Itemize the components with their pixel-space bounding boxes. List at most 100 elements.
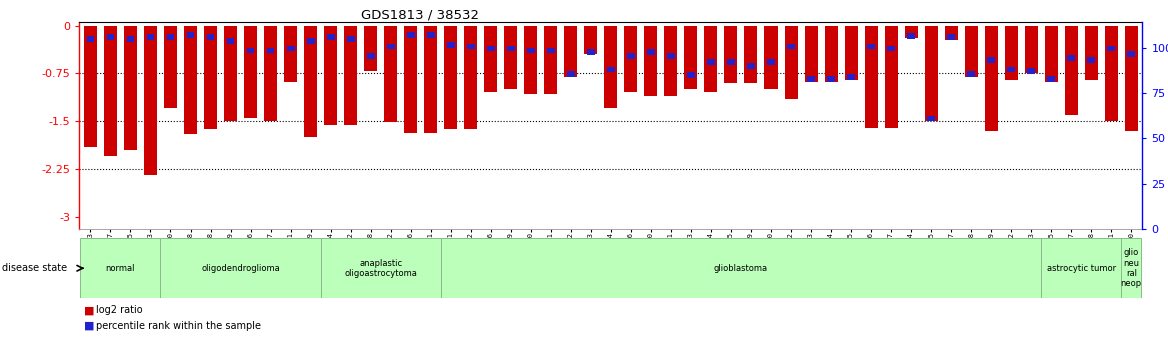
Text: ■: ■ [84, 305, 95, 315]
Bar [726, 59, 735, 65]
Text: ■: ■ [84, 321, 95, 331]
Bar [847, 74, 855, 80]
Bar [544, 26, 557, 95]
Bar [687, 72, 695, 78]
Bar [104, 26, 117, 156]
Bar [607, 67, 614, 72]
Bar [126, 36, 134, 42]
Bar [106, 34, 114, 40]
Bar [1068, 55, 1076, 61]
Bar [367, 53, 375, 59]
Bar [527, 48, 535, 53]
Bar [124, 26, 137, 150]
Bar [1065, 26, 1078, 115]
Bar [965, 26, 978, 77]
Bar [264, 26, 277, 121]
Bar [925, 26, 938, 121]
Bar [164, 26, 178, 108]
Bar [566, 71, 575, 77]
Bar [1087, 57, 1096, 63]
Text: glio
neu
ral
neop: glio neu ral neop [1121, 248, 1142, 288]
Bar [444, 26, 457, 129]
Bar [625, 26, 638, 92]
Text: log2 ratio: log2 ratio [96, 305, 142, 315]
Bar [86, 36, 95, 42]
Bar [440, 238, 1041, 298]
Bar [785, 26, 798, 99]
Bar [207, 34, 215, 40]
Bar [547, 48, 555, 53]
Text: disease state: disease state [2, 264, 68, 273]
Text: astrocytic tumor: astrocytic tumor [1047, 264, 1115, 273]
Bar [84, 26, 97, 147]
Bar [864, 26, 877, 128]
Bar [867, 44, 875, 49]
Bar [507, 46, 515, 51]
Bar [947, 34, 955, 40]
Bar [707, 59, 715, 65]
Bar [524, 26, 537, 95]
Bar [384, 26, 397, 122]
Bar [304, 26, 318, 137]
Bar [325, 26, 338, 125]
Bar [787, 44, 795, 49]
Bar [904, 26, 918, 38]
Bar [945, 26, 958, 40]
Bar [146, 34, 154, 40]
Bar [327, 34, 334, 40]
Bar [144, 26, 157, 175]
Bar [244, 26, 257, 118]
Bar [266, 48, 274, 53]
Bar [321, 238, 440, 298]
Bar [1127, 51, 1135, 57]
Bar [704, 26, 717, 92]
Bar [347, 36, 355, 42]
Bar [284, 26, 297, 82]
Bar [187, 32, 194, 38]
Bar [645, 26, 658, 96]
Text: oligodendroglioma: oligodendroglioma [201, 264, 280, 273]
Bar [584, 26, 597, 54]
Bar [1107, 46, 1115, 51]
Bar [1048, 76, 1055, 82]
Bar [167, 34, 174, 40]
Bar [825, 26, 837, 82]
Bar [464, 26, 478, 129]
Bar [246, 48, 255, 53]
Bar [1105, 26, 1118, 121]
Bar [1028, 68, 1035, 74]
Bar [588, 49, 595, 55]
Bar [447, 42, 454, 48]
Bar [1041, 238, 1121, 298]
Bar [744, 26, 758, 83]
Bar [1004, 26, 1017, 80]
Bar [1085, 26, 1098, 80]
Bar [665, 26, 677, 96]
Bar [426, 32, 434, 38]
Bar [406, 32, 415, 38]
Bar [1007, 67, 1015, 72]
Bar [884, 26, 897, 128]
Bar [404, 26, 417, 132]
Bar [185, 26, 197, 134]
Bar [81, 238, 160, 298]
Bar [684, 26, 697, 89]
Bar [827, 76, 835, 82]
Bar [505, 26, 517, 89]
Bar [204, 26, 217, 129]
Bar [1121, 238, 1141, 298]
Bar [1024, 26, 1037, 73]
Bar [667, 53, 675, 59]
Bar [387, 44, 395, 49]
Bar [647, 49, 655, 55]
Bar [927, 116, 936, 121]
Text: glioblastoma: glioblastoma [714, 264, 769, 273]
Text: percentile rank within the sample: percentile rank within the sample [96, 321, 260, 331]
Bar [364, 26, 377, 71]
Bar [888, 46, 895, 51]
Bar [807, 76, 815, 82]
Bar [227, 38, 235, 44]
Bar [424, 26, 437, 132]
Bar [908, 33, 915, 39]
Bar [767, 59, 774, 65]
